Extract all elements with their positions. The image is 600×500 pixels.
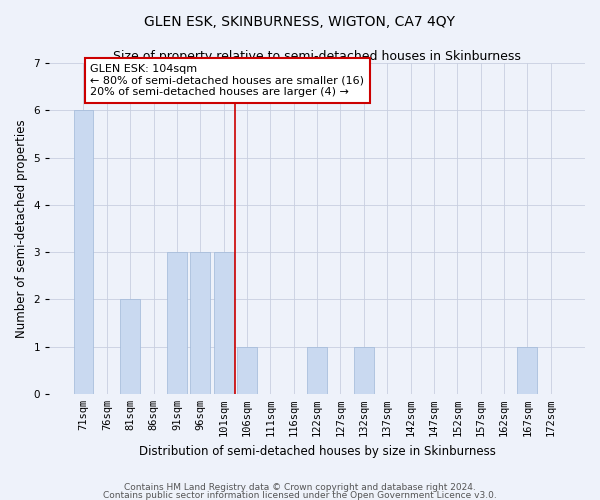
X-axis label: Distribution of semi-detached houses by size in Skinburness: Distribution of semi-detached houses by … [139, 444, 496, 458]
Text: GLEN ESK, SKINBURNESS, WIGTON, CA7 4QY: GLEN ESK, SKINBURNESS, WIGTON, CA7 4QY [145, 15, 455, 29]
Bar [167, 252, 187, 394]
Bar [517, 346, 537, 394]
Title: Size of property relative to semi-detached houses in Skinburness: Size of property relative to semi-detach… [113, 50, 521, 63]
Bar [120, 300, 140, 394]
Y-axis label: Number of semi-detached properties: Number of semi-detached properties [15, 119, 28, 338]
Bar [190, 252, 210, 394]
Bar [307, 346, 327, 394]
Bar [354, 346, 374, 394]
Text: Contains HM Land Registry data © Crown copyright and database right 2024.: Contains HM Land Registry data © Crown c… [124, 484, 476, 492]
Text: GLEN ESK: 104sqm
← 80% of semi-detached houses are smaller (16)
20% of semi-deta: GLEN ESK: 104sqm ← 80% of semi-detached … [91, 64, 364, 97]
Bar [74, 110, 94, 394]
Text: Contains public sector information licensed under the Open Government Licence v3: Contains public sector information licen… [103, 490, 497, 500]
Bar [237, 346, 257, 394]
Bar [214, 252, 233, 394]
